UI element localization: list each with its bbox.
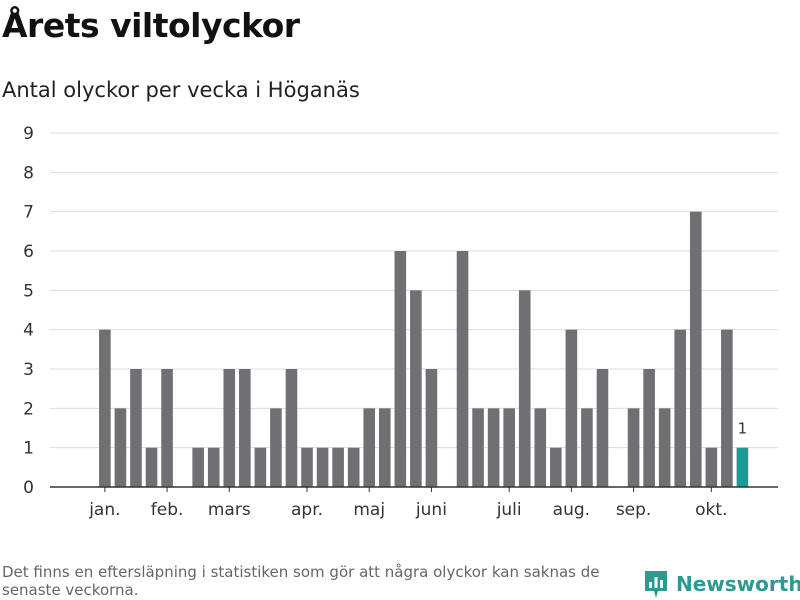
- bar: [721, 329, 733, 487]
- y-tick-label: 6: [23, 242, 34, 262]
- bar: [207, 447, 220, 487]
- brand[interactable]: Newsworthy: [644, 568, 800, 600]
- bar: [130, 369, 142, 487]
- data-label: 1: [738, 420, 748, 438]
- bar: [316, 447, 329, 487]
- bar: [518, 290, 531, 487]
- bar: [689, 211, 702, 487]
- bar: [425, 369, 438, 487]
- bar: [363, 408, 376, 487]
- bar: [270, 408, 282, 487]
- y-tick-label: 2: [23, 399, 34, 419]
- newsworthy-logo-icon: [645, 571, 667, 598]
- bar-current-week: [736, 447, 749, 487]
- bars: [99, 211, 749, 487]
- bar: [565, 329, 578, 487]
- bar: [285, 369, 298, 487]
- x-tick-label: jan.: [88, 500, 120, 520]
- x-axis-ticks: jan. feb. mars apr. maj juni juli aug. sep. okt.: [50, 486, 778, 520]
- x-tick-label: juli: [496, 500, 522, 520]
- y-tick-label: 1: [23, 439, 34, 459]
- bar: [627, 408, 640, 487]
- bar: [503, 408, 515, 487]
- bar: [674, 329, 687, 487]
- bar: [410, 290, 422, 487]
- data-labels: 1: [738, 420, 748, 438]
- bar: [145, 447, 158, 487]
- y-axis-ticks: 0 1 2 3 4 5 6 7 8 9: [23, 124, 34, 498]
- y-tick-label: 7: [23, 203, 34, 223]
- bar: [643, 369, 655, 487]
- bar: [550, 447, 562, 487]
- bar: [223, 369, 236, 487]
- footnote: Det finns en eftersläpning i statistiken…: [2, 563, 600, 599]
- y-tick-label: 3: [23, 360, 34, 380]
- bar: [239, 369, 251, 487]
- x-tick-label: feb.: [151, 500, 184, 520]
- bar: [161, 369, 173, 487]
- x-tick-label: aug.: [553, 500, 590, 520]
- bar: [301, 447, 313, 487]
- y-tick-label: 0: [23, 478, 34, 498]
- bar: [347, 447, 360, 487]
- bar: [114, 408, 127, 487]
- bar: [658, 408, 671, 487]
- bar: [581, 408, 593, 487]
- chart-subtitle: Antal olyckor per vecka i Höganäs: [2, 78, 360, 102]
- y-tick-label: 8: [23, 163, 34, 183]
- bar: [394, 251, 407, 487]
- bar: [192, 447, 204, 487]
- bar-chart: 0 1 2 3 4 5 6 7 8 9 jan. feb. mars apr. maj juni juli au…: [23, 124, 778, 520]
- bar: [534, 408, 547, 487]
- y-tick-label: 9: [23, 124, 34, 144]
- bar: [456, 251, 469, 487]
- brand-name: Newsworthy: [676, 572, 800, 596]
- bar: [472, 408, 484, 487]
- bar: [254, 447, 267, 487]
- bar: [99, 329, 111, 487]
- y-tick-label: 5: [23, 281, 34, 301]
- x-tick-label: maj: [353, 500, 385, 520]
- bar: [378, 408, 391, 487]
- chart-title: Årets viltolyckor: [2, 6, 300, 45]
- bar: [705, 447, 718, 487]
- x-tick-label: sep.: [616, 500, 652, 520]
- x-tick-label: okt.: [695, 500, 727, 520]
- x-tick-label: juni: [415, 500, 447, 520]
- bar: [487, 408, 500, 487]
- x-tick-label: mars: [208, 500, 251, 520]
- y-tick-label: 4: [23, 321, 34, 341]
- x-tick-label: apr.: [291, 500, 323, 520]
- bar: [596, 369, 609, 487]
- bar: [332, 447, 344, 487]
